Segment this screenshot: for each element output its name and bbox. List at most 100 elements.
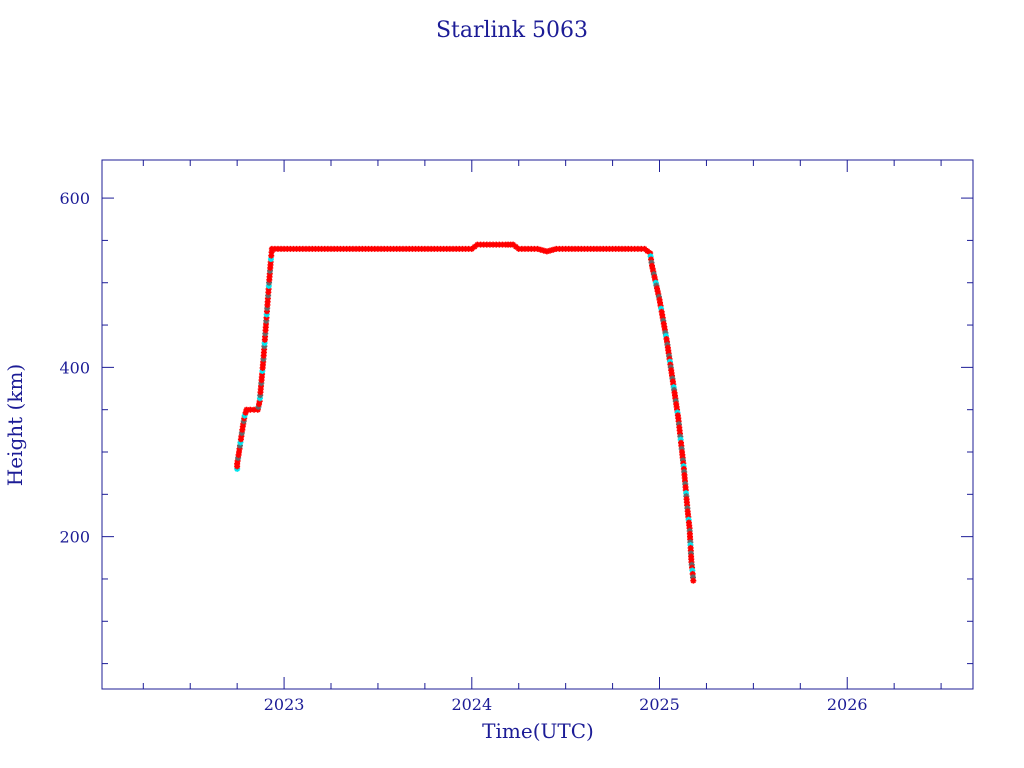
y-tick-label: 400	[59, 358, 90, 377]
data-point	[543, 248, 550, 255]
data-point	[257, 389, 264, 396]
data-point	[260, 358, 267, 365]
data-point	[238, 429, 245, 436]
data-point	[263, 320, 270, 327]
data-point	[683, 493, 690, 500]
x-tick-label: 2023	[264, 695, 305, 714]
data-point	[682, 484, 689, 491]
data-point	[603, 245, 610, 252]
data-point	[334, 245, 341, 252]
data-point	[648, 256, 655, 263]
data-point	[321, 245, 328, 252]
data-point	[271, 245, 278, 252]
data-point	[658, 308, 665, 315]
data-point	[264, 305, 271, 312]
data-point	[268, 245, 275, 252]
data-point	[362, 245, 369, 252]
data-point	[683, 490, 690, 497]
data-point	[597, 245, 604, 252]
data-point	[237, 436, 244, 443]
data-point	[262, 324, 269, 331]
data-point	[274, 245, 281, 252]
data-point	[584, 245, 591, 252]
data-point	[676, 427, 683, 434]
data-point	[638, 245, 645, 252]
data-point	[241, 412, 248, 419]
data-point	[293, 245, 300, 252]
data-point	[689, 574, 696, 581]
data-point	[265, 282, 272, 289]
data-points	[234, 241, 697, 584]
data-point	[531, 245, 538, 252]
data-point	[486, 241, 493, 248]
data-point	[424, 245, 431, 252]
data-point	[265, 292, 272, 299]
data-point	[261, 336, 268, 343]
data-point	[659, 314, 666, 321]
data-point	[257, 386, 264, 393]
data-point	[680, 465, 687, 472]
data-point	[657, 302, 664, 309]
data-point	[284, 245, 291, 252]
data-point	[238, 433, 245, 440]
data-point	[658, 305, 665, 312]
data-point	[384, 245, 391, 252]
data-point	[568, 245, 575, 252]
data-point	[262, 330, 269, 337]
data-point	[659, 311, 666, 318]
data-point	[260, 349, 267, 356]
data-point	[237, 439, 244, 446]
data-point	[356, 245, 363, 252]
data-point	[559, 245, 566, 252]
data-point	[515, 245, 522, 252]
data-point	[689, 567, 696, 574]
data-point	[264, 298, 271, 305]
y-tick-label: 600	[59, 189, 90, 208]
x-tick-label: 2024	[451, 695, 492, 714]
data-point	[606, 245, 613, 252]
data-point	[278, 245, 285, 252]
data-point	[615, 245, 622, 252]
data-point	[676, 424, 683, 431]
data-point	[359, 245, 366, 252]
data-point	[661, 326, 668, 333]
data-point	[258, 380, 265, 387]
data-point	[265, 289, 272, 296]
data-point	[683, 496, 690, 503]
data-point	[540, 247, 547, 254]
data-point	[258, 374, 265, 381]
data-point	[371, 245, 378, 252]
data-point	[263, 311, 270, 318]
data-point	[477, 241, 484, 248]
data-point	[259, 367, 266, 374]
data-point	[661, 323, 668, 330]
data-point	[263, 314, 270, 321]
data-point	[618, 245, 625, 252]
data-point	[493, 241, 500, 248]
data-point	[259, 364, 266, 371]
data-point	[265, 286, 272, 293]
data-point	[236, 442, 243, 449]
data-point	[581, 245, 588, 252]
data-point	[415, 245, 422, 252]
data-point	[446, 245, 453, 252]
data-point	[349, 245, 356, 252]
data-point	[340, 245, 347, 252]
data-point	[612, 245, 619, 252]
data-point	[550, 246, 557, 253]
data-point	[547, 247, 554, 254]
x-tick-label: 2026	[827, 695, 868, 714]
data-point	[393, 245, 400, 252]
data-point	[471, 243, 478, 250]
data-point	[468, 245, 475, 252]
data-point	[267, 256, 274, 263]
data-point	[337, 245, 344, 252]
data-point	[260, 352, 267, 359]
data-point	[676, 430, 683, 437]
data-point	[660, 320, 667, 327]
data-point	[641, 245, 648, 252]
data-point	[689, 570, 696, 577]
data-point	[662, 332, 669, 339]
data-point	[593, 245, 600, 252]
